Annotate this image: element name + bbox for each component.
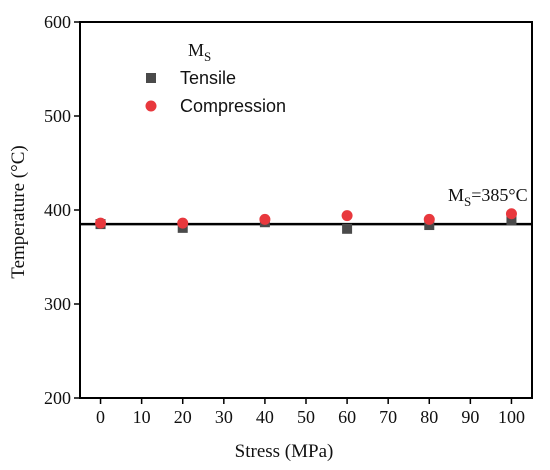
legend-marker-compression	[145, 100, 157, 112]
y-tick-label: 600	[44, 12, 71, 32]
legend-label: Tensile	[180, 68, 236, 88]
x-tick-label: 20	[174, 407, 192, 427]
compression-point	[505, 208, 517, 220]
legend-marker-tensile	[146, 73, 156, 83]
compression-point	[177, 217, 189, 229]
x-tick-label: 60	[338, 407, 356, 427]
legend: MS Tensile Compression	[145, 40, 286, 116]
ms-annotation-sub: S	[464, 194, 471, 209]
ms-annotation: MS=385°C	[448, 185, 528, 209]
data-points	[95, 208, 517, 234]
y-axis-title: Temperature (°C)	[8, 145, 29, 278]
tensile-point	[424, 220, 435, 231]
x-tick-label: 90	[461, 407, 479, 427]
tensile-point	[342, 223, 353, 234]
compression-point	[423, 213, 435, 225]
compression-point	[259, 213, 271, 225]
x-tick-label: 10	[133, 407, 151, 427]
x-tick-label: 100	[498, 407, 525, 427]
x-tick-label: 80	[420, 407, 438, 427]
compression-point	[341, 210, 353, 222]
legend-title-sub: S	[204, 49, 211, 64]
x-tick-label: 70	[379, 407, 397, 427]
x-tick-label: 0	[96, 407, 105, 427]
ms-annotation-main: M	[448, 185, 464, 205]
legend-title-main: M	[188, 40, 204, 60]
y-tick-label: 300	[44, 294, 71, 314]
x-tick-label: 40	[256, 407, 274, 427]
ms-annotation-rest: =385°C	[471, 185, 527, 205]
y-tick-label: 500	[44, 106, 71, 126]
tensile-point	[506, 215, 517, 226]
x-tick-label: 50	[297, 407, 315, 427]
legend-label: Compression	[180, 96, 286, 116]
x-axis-title: Stress (MPa)	[235, 441, 334, 462]
y-tick-label: 200	[44, 388, 71, 408]
y-tick-label: 400	[44, 200, 71, 220]
ticks: 0 10 20 30 40 50 60 70 80 90 100 200 300 400 500 600	[44, 12, 525, 427]
x-tick-label: 30	[215, 407, 233, 427]
legend-title: MS	[188, 40, 211, 64]
compression-point	[95, 217, 107, 229]
